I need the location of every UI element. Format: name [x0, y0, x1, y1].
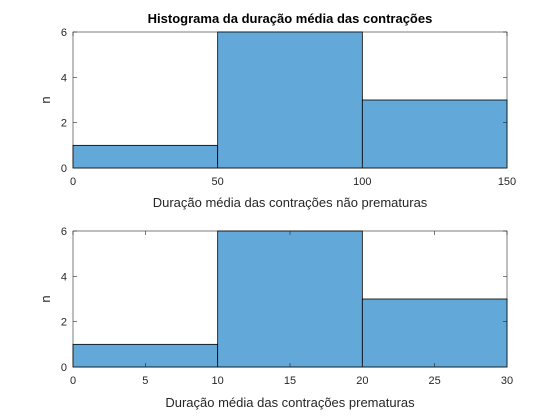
y-tick-label: 4 [61, 271, 67, 283]
x-tick-label: 10 [212, 375, 224, 387]
y-tick-label: 2 [61, 317, 67, 329]
histogram-bar-bottom-2 [361, 298, 508, 368]
bars-bottom [72, 230, 508, 368]
x-tick-label: 25 [429, 375, 441, 387]
y-ticks-bottom: 0 2 4 6 [61, 226, 507, 374]
histogram-panel-nao-prematuras: 0 50 100 150 0 2 4 6 Histograma da duração méd… [38, 11, 516, 210]
x-tick-label: 15 [284, 375, 296, 387]
y-axis-label-bottom: n [38, 295, 53, 302]
x-tick-label: 100 [353, 176, 371, 188]
x-ticks-bottom: 0 5 10 15 20 25 30 [70, 231, 513, 387]
histogram-bar-top-2 [361, 99, 508, 169]
histogram-panel-prematuras: 0 5 10 15 20 25 30 0 2 4 6 Duração média das cont… [38, 226, 513, 410]
y-tick-label: 6 [61, 226, 67, 238]
x-tick-label: 0 [70, 375, 76, 387]
y-tick-label: 6 [61, 27, 67, 39]
bars-top [72, 31, 508, 169]
x-tick-label: 0 [70, 176, 76, 188]
y-tick-label: 2 [61, 118, 67, 130]
y-tick-label: 4 [61, 72, 67, 84]
histogram-bar-top-0 [72, 144, 219, 169]
chart-title: Histograma da duração média das contraçõ… [148, 11, 433, 26]
x-tick-label: 20 [356, 375, 368, 387]
x-axis-label-top: Duração média das contrações não prematu… [153, 195, 428, 210]
x-tick-label: 5 [142, 375, 148, 387]
x-axis-label-bottom: Duração média das contrações prematuras [165, 395, 415, 410]
y-ticks-top: 0 2 4 6 [61, 27, 507, 175]
y-axis-label-top: n [38, 96, 53, 103]
histogram-bar-top-1 [217, 31, 363, 169]
y-tick-label: 0 [61, 163, 67, 175]
x-tick-label: 50 [212, 176, 224, 188]
x-ticks-top: 0 50 100 150 [70, 32, 516, 188]
y-tick-label: 0 [61, 362, 67, 374]
x-tick-label: 150 [498, 176, 516, 188]
x-tick-label: 30 [501, 375, 513, 387]
histogram-bar-bottom-1 [217, 230, 363, 368]
